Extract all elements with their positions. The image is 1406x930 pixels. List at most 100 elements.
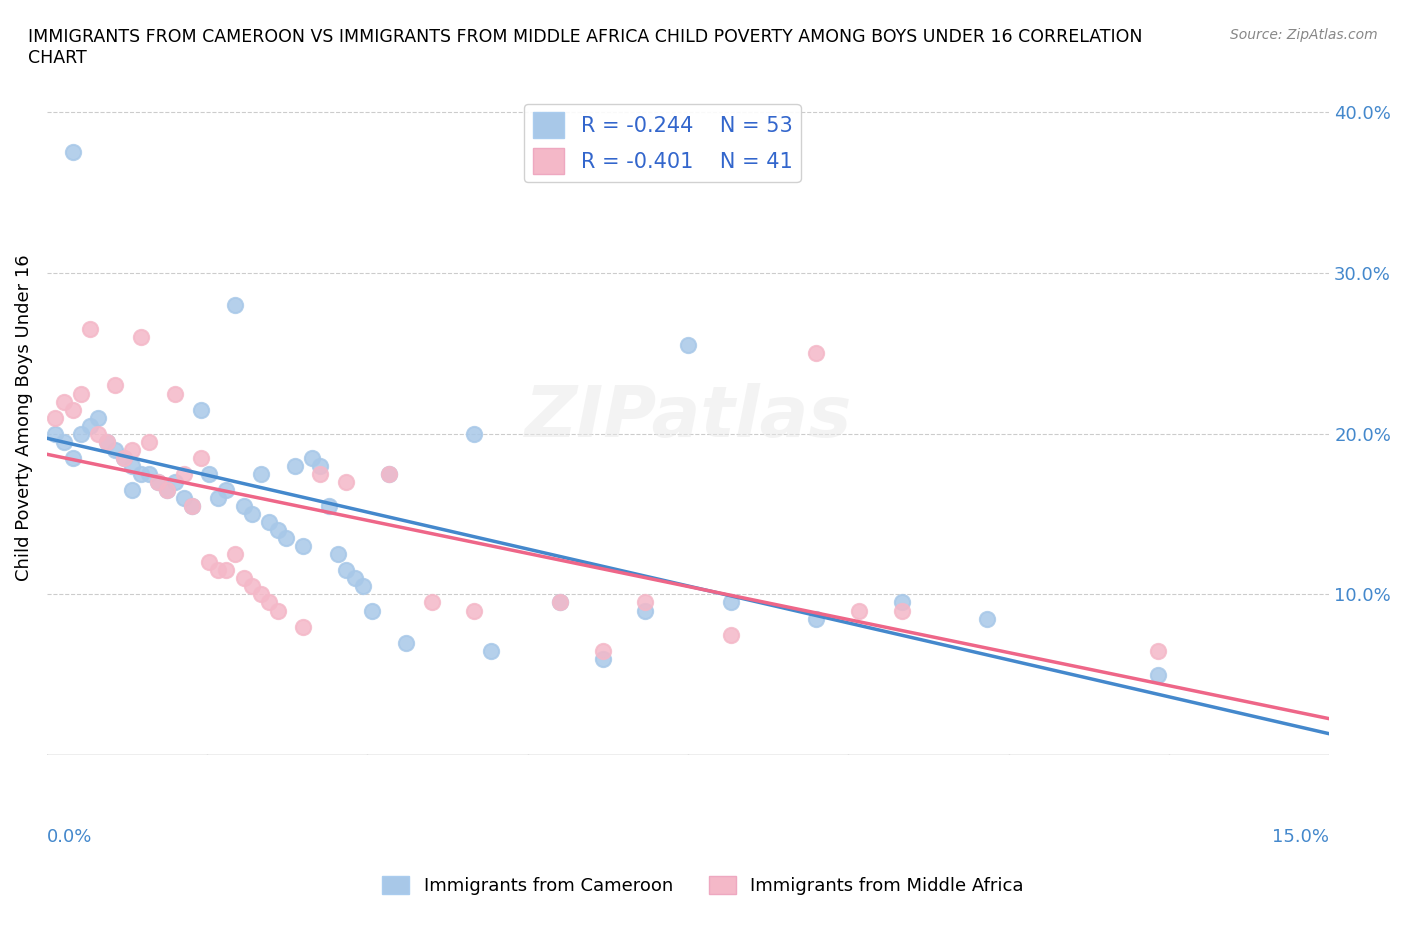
Point (62, 145, 84, 160)
Point (292, 538, 315, 553)
Point (53, 394, 76, 409)
Point (378, 467, 401, 482)
Point (309, 467, 332, 482)
Point (104, 379, 127, 393)
Point (79, 418, 101, 433)
Text: Source: ZipAtlas.com: Source: ZipAtlas.com (1230, 28, 1378, 42)
Point (395, 635, 418, 650)
Legend: Immigrants from Cameroon, Immigrants from Middle Africa: Immigrants from Cameroon, Immigrants fro… (375, 869, 1031, 902)
Point (96, 434, 118, 449)
Point (138, 434, 160, 449)
Point (806, 611, 828, 626)
Point (155, 483, 177, 498)
Point (249, 587, 271, 602)
Point (240, 579, 263, 594)
Text: 15.0%: 15.0% (1272, 828, 1329, 845)
Point (420, 595, 443, 610)
Point (378, 467, 401, 482)
Legend: R = -0.244    N = 53, R = -0.401    N = 41: R = -0.244 N = 53, R = -0.401 N = 41 (524, 104, 800, 182)
Point (592, 651, 614, 666)
Point (276, 531, 298, 546)
Point (155, 483, 177, 498)
Point (352, 579, 374, 594)
Point (267, 603, 290, 618)
Point (592, 644, 614, 658)
Point (190, 450, 212, 465)
Point (87, 410, 110, 425)
Point (215, 483, 238, 498)
Point (79, 322, 101, 337)
Point (848, 603, 870, 618)
Point (198, 467, 221, 482)
Y-axis label: Child Poverty Among Boys Under 16: Child Poverty Among Boys Under 16 (15, 254, 32, 581)
Point (121, 458, 143, 473)
Point (232, 498, 254, 513)
Point (463, 426, 485, 441)
Point (1147, 644, 1170, 658)
Point (1147, 668, 1170, 683)
Point (207, 563, 229, 578)
Point (104, 443, 127, 458)
Point (62, 402, 84, 417)
Point (138, 467, 160, 482)
Point (343, 571, 366, 586)
Point (173, 490, 195, 505)
Point (301, 450, 323, 465)
Point (309, 458, 332, 473)
Point (207, 490, 229, 505)
Point (70, 426, 93, 441)
Point (87, 426, 110, 441)
Point (890, 595, 912, 610)
Point (62, 450, 84, 465)
Point (318, 498, 340, 513)
Point (326, 547, 349, 562)
Point (548, 595, 571, 610)
Point (634, 603, 657, 618)
Point (463, 603, 485, 618)
Point (190, 402, 212, 417)
Point (146, 474, 169, 489)
Point (112, 450, 135, 465)
Point (257, 514, 280, 529)
Text: 0.0%: 0.0% (46, 828, 93, 845)
Point (165, 386, 187, 401)
Point (232, 571, 254, 586)
Point (267, 523, 290, 538)
Point (548, 595, 571, 610)
Point (676, 338, 699, 352)
Point (198, 555, 221, 570)
Point (292, 619, 315, 634)
Point (53, 434, 76, 449)
Point (481, 644, 503, 658)
Text: IMMIGRANTS FROM CAMEROON VS IMMIGRANTS FROM MIDDLE AFRICA CHILD POVERTY AMONG BO: IMMIGRANTS FROM CAMEROON VS IMMIGRANTS F… (28, 28, 1143, 67)
Point (112, 450, 135, 465)
Point (335, 563, 357, 578)
Point (121, 443, 143, 458)
Point (720, 595, 742, 610)
Point (181, 498, 204, 513)
Point (890, 603, 912, 618)
Point (70, 386, 93, 401)
Point (121, 483, 143, 498)
Text: ZIPatlas: ZIPatlas (524, 383, 852, 452)
Point (249, 467, 271, 482)
Point (173, 467, 195, 482)
Point (257, 595, 280, 610)
Point (806, 346, 828, 361)
Point (976, 611, 998, 626)
Point (44, 426, 66, 441)
Point (215, 563, 238, 578)
Point (224, 547, 246, 562)
Point (129, 330, 152, 345)
Point (224, 298, 246, 312)
Point (129, 467, 152, 482)
Point (240, 507, 263, 522)
Point (284, 458, 307, 473)
Point (720, 627, 742, 642)
Point (146, 474, 169, 489)
Point (165, 474, 187, 489)
Point (335, 474, 357, 489)
Point (634, 595, 657, 610)
Point (360, 603, 382, 618)
Point (96, 434, 118, 449)
